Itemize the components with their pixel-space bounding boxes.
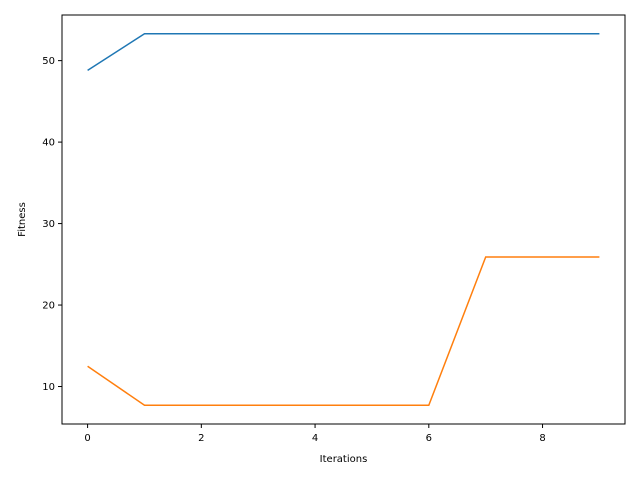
x-tick-label: 8 xyxy=(539,433,545,444)
y-tick-label: 40 xyxy=(42,138,55,149)
x-tick-label: 0 xyxy=(84,433,90,444)
y-axis-label: Fitness xyxy=(17,202,28,237)
series-layer xyxy=(87,32,600,407)
x-tick-label: 2 xyxy=(198,433,204,444)
plot-frame xyxy=(61,14,626,425)
x-tick-label: 6 xyxy=(426,433,432,444)
y-tick-label: 30 xyxy=(42,219,55,230)
x-axis-ticks: 0 2 4 6 8 xyxy=(84,424,546,444)
y-tick-label: 50 xyxy=(42,56,55,67)
series-line-2 xyxy=(87,256,600,407)
x-axis-label: Iterations xyxy=(320,454,368,465)
x-tick-label: 4 xyxy=(312,433,318,444)
y-tick-label: 10 xyxy=(42,382,55,393)
y-tick-label: 20 xyxy=(42,301,55,312)
y-axis-ticks: 10 20 30 40 50 xyxy=(42,56,62,393)
series-line-1 xyxy=(87,32,600,72)
